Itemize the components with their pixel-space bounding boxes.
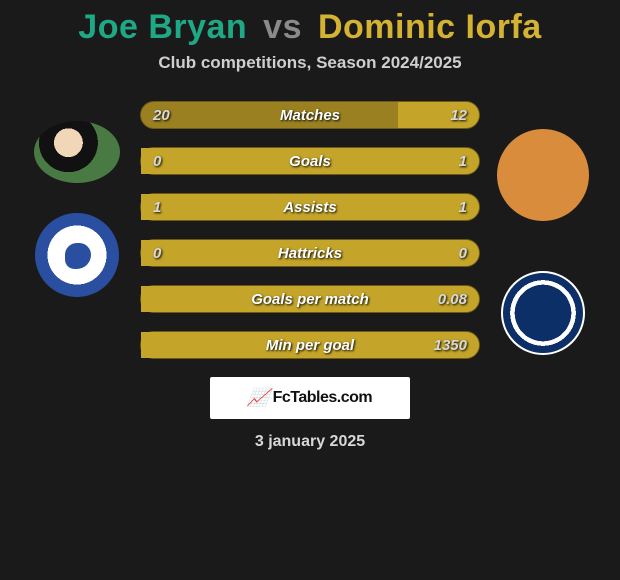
vs-separator: vs <box>263 8 302 46</box>
stat-value-right: 0 <box>427 245 467 262</box>
stat-value-right: 1350 <box>427 337 467 354</box>
player2-name: Dominic Iorfa <box>318 8 542 46</box>
player2-club-badge <box>501 271 585 355</box>
stat-value-right: 1 <box>427 153 467 170</box>
stat-bar: 0Hattricks0 <box>140 239 480 267</box>
source-logo: 📈 FcTables.com <box>210 377 410 419</box>
snapshot-date: 3 january 2025 <box>255 433 365 451</box>
player1-name: Joe Bryan <box>78 8 247 46</box>
stat-bar: Min per goal1350 <box>140 331 480 359</box>
source-logo-text: FcTables.com <box>273 389 373 407</box>
stat-bar: 20Matches12 <box>140 101 480 129</box>
main-row: 20Matches12 0Goals1 1Assists1 0Hattricks0 Go… <box>0 101 620 359</box>
left-column <box>22 101 132 297</box>
comparison-infographic: Joe Bryan vs Dominic Iorfa Club competit… <box>0 0 620 580</box>
player1-avatar <box>34 121 120 183</box>
chart-icon: 📈 <box>247 388 270 408</box>
stat-bar: Goals per match0.08 <box>140 285 480 313</box>
stat-value-right: 1 <box>427 199 467 216</box>
stat-value-right: 0.08 <box>427 291 467 308</box>
subtitle: Club competitions, Season 2024/2025 <box>158 53 461 73</box>
stat-value-right: 12 <box>427 107 467 124</box>
stat-bar: 0Goals1 <box>140 147 480 175</box>
player1-club-badge <box>35 213 119 297</box>
stat-bars: 20Matches12 0Goals1 1Assists1 0Hattricks0 Go… <box>140 101 480 359</box>
right-column <box>488 101 598 355</box>
player2-avatar <box>497 129 589 221</box>
stat-bar: 1Assists1 <box>140 193 480 221</box>
page-title: Joe Bryan vs Dominic Iorfa <box>78 8 541 47</box>
